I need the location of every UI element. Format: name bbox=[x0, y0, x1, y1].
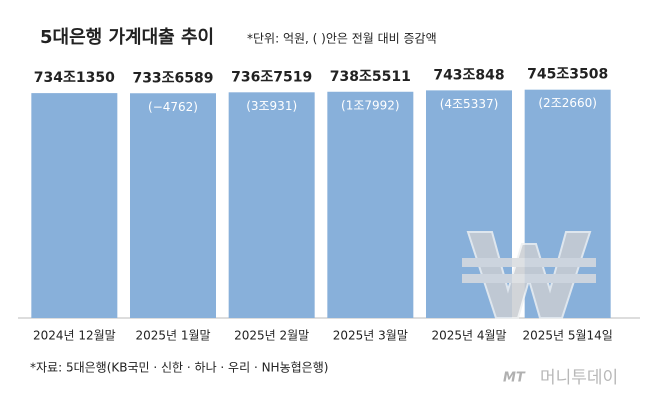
bar bbox=[130, 93, 216, 319]
x-tick-label: 2025년 1월말 bbox=[135, 329, 210, 343]
chart-subtitle: *단위: 억원, ( )안은 전월 대비 증감액 bbox=[247, 32, 437, 46]
change-label: (4조5337) bbox=[440, 97, 499, 111]
x-tick-label: 2025년 4월말 bbox=[431, 329, 506, 343]
change-label: (1조7992) bbox=[341, 98, 400, 112]
x-tick-label: 2025년 3월말 bbox=[333, 329, 408, 343]
value-label: 743조848 bbox=[433, 67, 504, 83]
x-tick-label: 2025년 5월14일 bbox=[522, 329, 612, 343]
watermark-logo: MT bbox=[503, 371, 526, 386]
change-label: (−4762) bbox=[148, 100, 198, 114]
change-label: (3조931) bbox=[246, 99, 297, 113]
bar bbox=[31, 93, 118, 319]
value-label: 745조3508 bbox=[527, 67, 608, 83]
value-label: 738조5511 bbox=[330, 69, 411, 85]
source-note: *자료: 5대은행(KB국민 · 신한 · 하나 · 우리 · NH농협은행) bbox=[30, 360, 328, 375]
x-tick-label: 2024년 12월말 bbox=[33, 329, 116, 343]
x-tick-label: 2025년 2월말 bbox=[234, 329, 309, 343]
value-label: 734조1350 bbox=[34, 70, 115, 86]
change-label: (2조2660) bbox=[538, 96, 597, 110]
value-label: 733조6589 bbox=[132, 70, 213, 86]
bar bbox=[228, 92, 315, 319]
won-symbol bbox=[462, 231, 596, 319]
watermark-name: 머니투데이 bbox=[540, 368, 618, 388]
value-label: 736조7519 bbox=[231, 69, 312, 85]
bar bbox=[327, 91, 414, 318]
chart-title: 5대은행 가계대출 추이 bbox=[40, 27, 214, 48]
